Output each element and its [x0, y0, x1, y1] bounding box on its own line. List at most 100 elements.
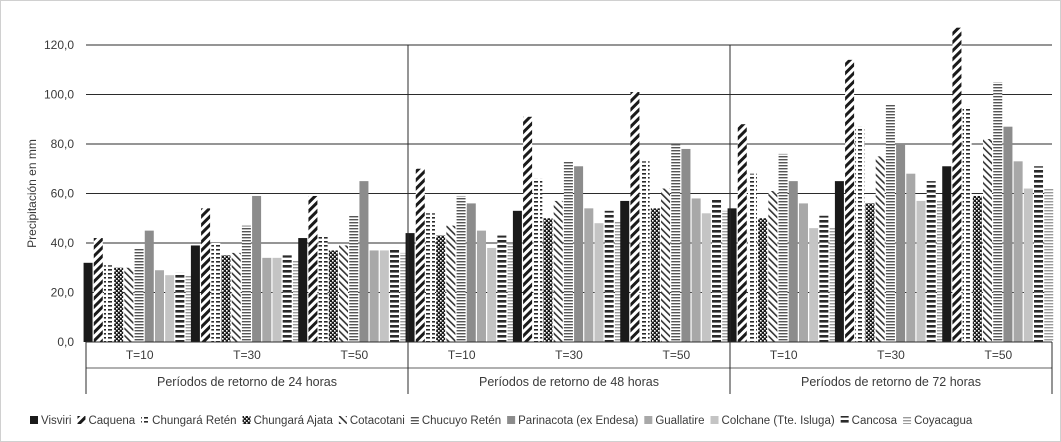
bar [620, 200, 630, 342]
bar [497, 235, 507, 342]
bar [584, 208, 594, 342]
bar [661, 188, 671, 342]
x-tick-label: T=10 [448, 348, 476, 362]
bar [507, 243, 517, 342]
x-tick-label: T=50 [662, 348, 690, 362]
bar [952, 27, 962, 343]
group-label: Períodos de retorno de 48 horas [479, 375, 659, 389]
bar [681, 148, 691, 342]
axes: 0,0 20,0 40,0 60,0 80,0 100,0 120,0 Precipitaci… [25, 38, 1053, 394]
group-label: Períodos de retorno de 24 horas [157, 375, 337, 389]
bar [722, 210, 732, 342]
bar [809, 228, 819, 342]
bar [252, 195, 262, 342]
y-tick-label: 120,0 [44, 38, 74, 52]
bar [359, 181, 369, 342]
bar [93, 238, 103, 342]
bar [574, 166, 584, 342]
legend-label: Chungará Retén [152, 415, 236, 427]
bar [533, 178, 543, 342]
bar [298, 238, 308, 342]
bar [487, 247, 497, 342]
legend-swatch [242, 416, 251, 424]
bar [926, 181, 936, 342]
legend-label: Colchane (Tte. Isluga) [722, 415, 835, 427]
bar [221, 255, 231, 342]
legend-label: Coyacagua [914, 415, 973, 427]
bar [993, 82, 1003, 342]
bar [1013, 161, 1023, 342]
bar [747, 173, 757, 342]
bar [983, 139, 993, 342]
bar [154, 270, 164, 342]
bar [712, 198, 722, 342]
bar [523, 116, 533, 343]
legend-label: Parinacota (ex Endesa) [518, 415, 638, 427]
bar [456, 195, 466, 342]
bar [942, 166, 952, 342]
bar [936, 200, 946, 342]
y-tick-label: 80,0 [51, 137, 75, 151]
legend-swatch [644, 416, 653, 424]
bar [185, 275, 195, 342]
bar [201, 208, 211, 342]
bar [400, 252, 410, 342]
bar [446, 225, 456, 342]
legend-swatch [77, 416, 86, 424]
bar [630, 92, 640, 343]
bar [701, 213, 711, 342]
bar [144, 230, 154, 342]
y-tick-label: 40,0 [51, 236, 75, 250]
bar [405, 233, 415, 342]
x-tick-label: T=30 [233, 348, 261, 362]
bar [175, 272, 185, 342]
bar [318, 235, 328, 342]
bar [798, 203, 808, 342]
bar [865, 203, 875, 342]
x-tick-label: T=50 [984, 348, 1012, 362]
y-tick-label: 60,0 [51, 187, 75, 201]
bar [916, 200, 926, 342]
x-tick-label: T=50 [340, 348, 368, 362]
bar [512, 210, 522, 342]
y-axis-label: Precipitación en mm [25, 139, 39, 248]
bar [834, 181, 844, 342]
bar [737, 124, 747, 342]
bar [415, 168, 425, 342]
legend-label: Guallatire [655, 415, 704, 427]
bar [349, 215, 359, 342]
bar [788, 181, 798, 342]
bar [339, 245, 349, 342]
bar [425, 213, 435, 342]
bar [272, 257, 282, 342]
legend-label: Chungará Ajata [254, 415, 334, 427]
bar [308, 195, 318, 342]
bar [829, 228, 839, 342]
legend-swatch [710, 416, 719, 424]
bar [778, 153, 788, 342]
bar [758, 218, 768, 342]
legend-swatch [840, 416, 849, 424]
legend-swatch [903, 416, 912, 424]
bar [390, 247, 400, 342]
bar [1034, 166, 1044, 342]
bar [292, 260, 302, 342]
bar [650, 208, 660, 342]
bars [83, 27, 1054, 343]
bar [241, 225, 251, 342]
y-tick-label: 0,0 [57, 335, 74, 349]
legend-swatch [30, 416, 38, 424]
bar [855, 126, 865, 342]
y-tick-label: 100,0 [44, 88, 74, 102]
legend-label: Visviri [41, 415, 71, 427]
bar [727, 208, 737, 342]
bar [640, 161, 650, 342]
legend: Visviri Caquena Chungará Retén Chungará Aja… [30, 415, 973, 427]
legend-label: Cancosa [852, 415, 898, 427]
bar [563, 161, 573, 342]
bar [896, 144, 906, 342]
legend-swatch [410, 416, 419, 424]
bar [262, 257, 272, 342]
bar [83, 262, 93, 342]
